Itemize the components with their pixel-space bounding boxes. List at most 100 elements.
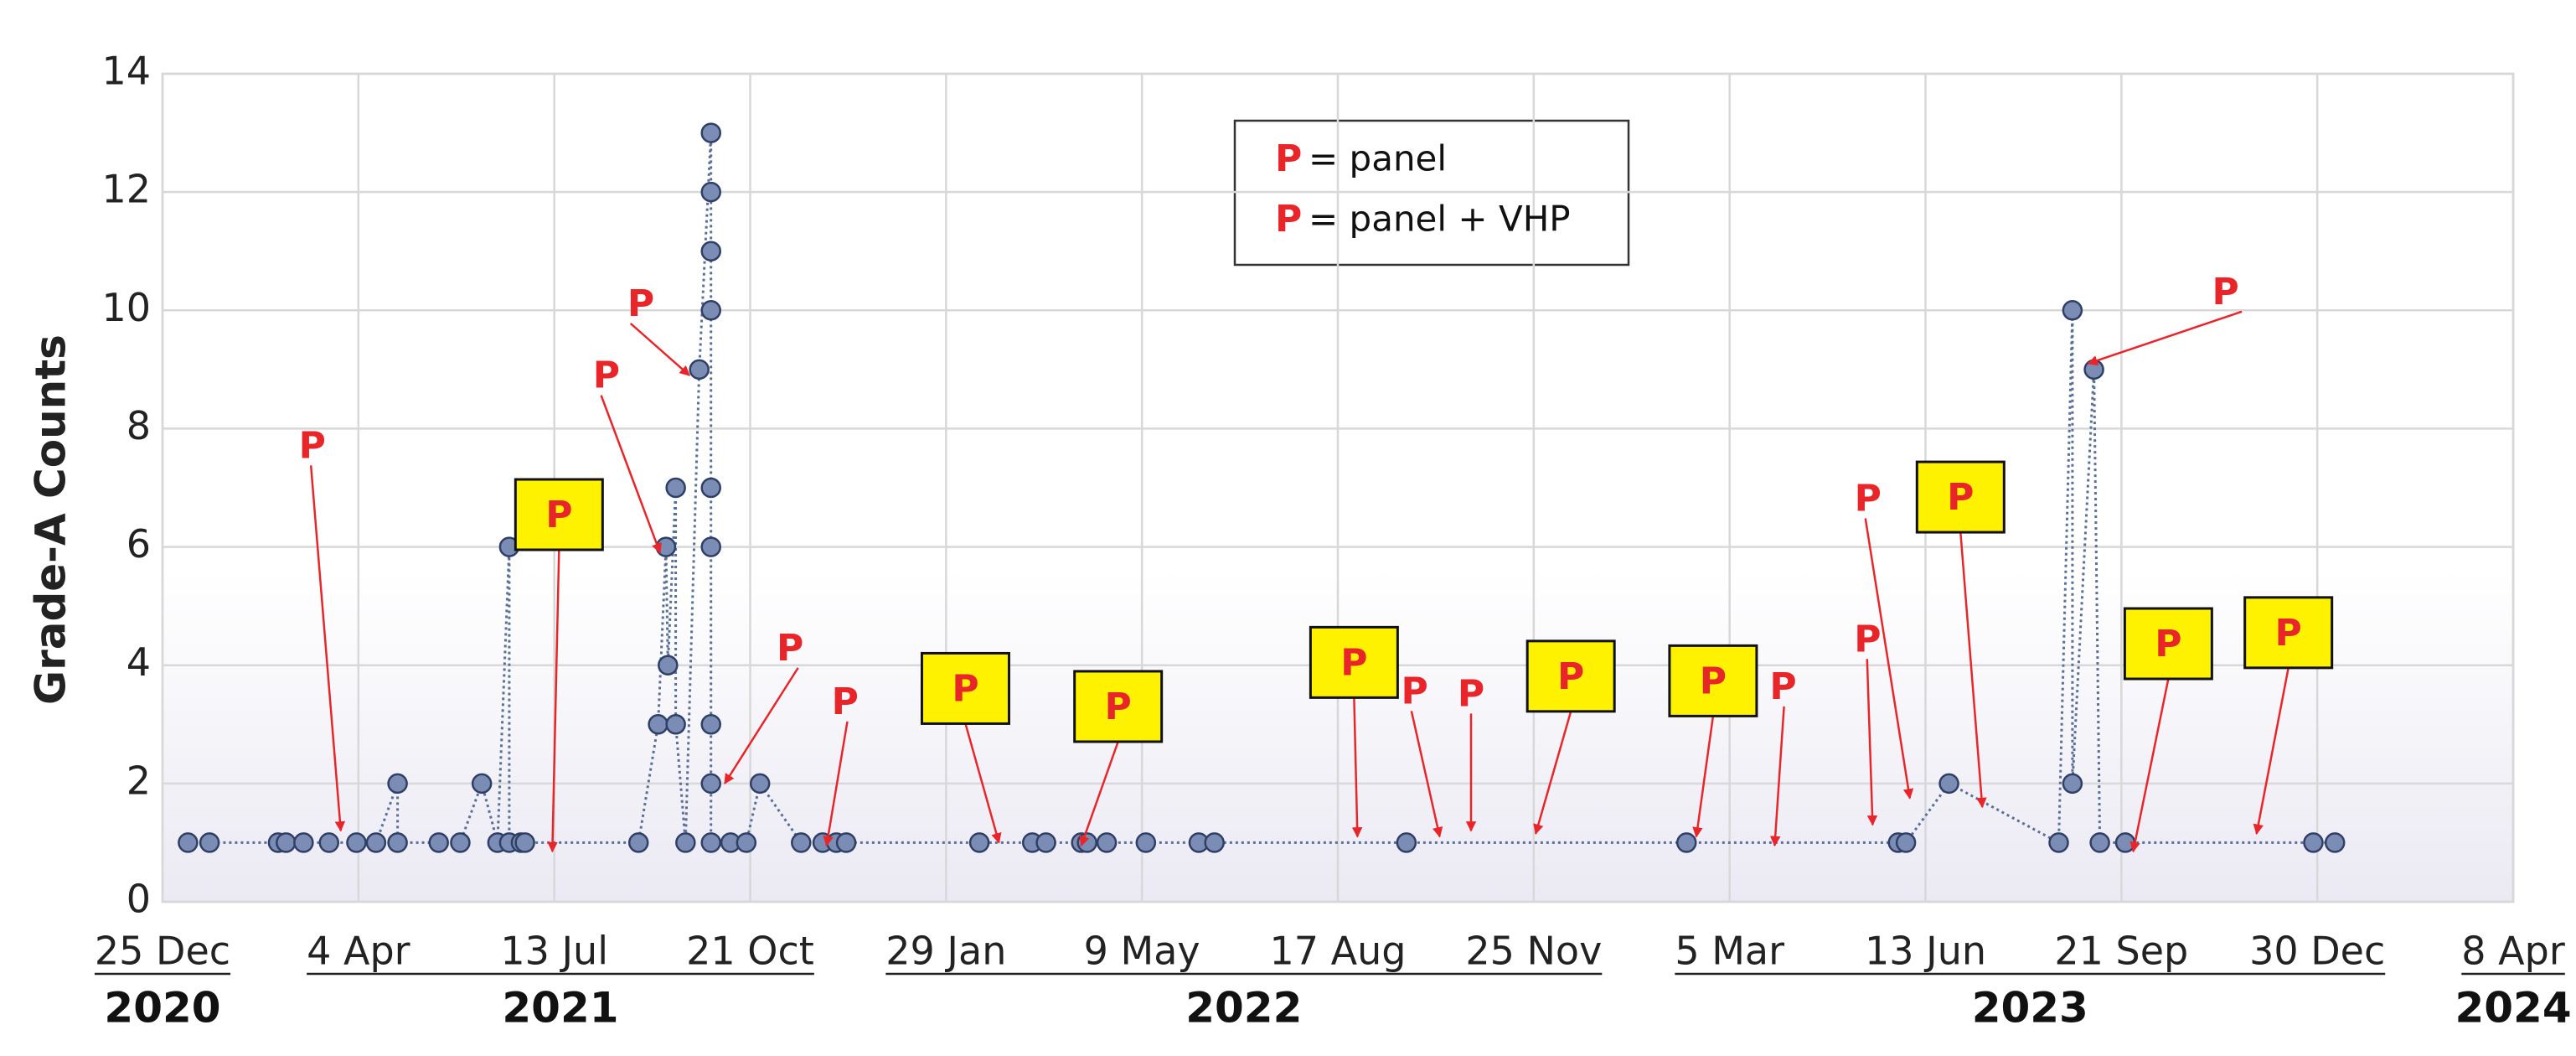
data-point (293, 832, 314, 853)
data-point (1204, 832, 1225, 853)
annotation-label: P (593, 355, 620, 397)
annotation-label: P (1105, 686, 1132, 728)
x-tick-label: 29 Jan (885, 929, 1006, 974)
x-tick-label: 21 Sep (2054, 929, 2188, 974)
annotation-box (920, 651, 1010, 725)
annotation-label: P (1854, 618, 1881, 660)
annotation-label: P (627, 282, 654, 325)
annotation-label: P (1458, 672, 1484, 715)
annotation-arrow (964, 723, 1002, 844)
annotation-label: P (1401, 670, 1427, 712)
year-label: 2022 (1185, 984, 1302, 1033)
data-point (1396, 832, 1417, 853)
annotation-label: P (2155, 623, 2181, 665)
data-point (2062, 300, 2083, 321)
x-tick-label: 8 Apr (2461, 929, 2565, 974)
data-point (655, 536, 677, 557)
data-point (749, 773, 771, 795)
legend-label: = panel (1309, 138, 1447, 179)
annotation-box (1915, 460, 2006, 534)
annotation-arrow (1533, 711, 1572, 836)
x-tick-label: 13 Jul (500, 929, 608, 974)
y-tick-label: 4 (126, 639, 151, 685)
data-point (2048, 832, 2069, 853)
annotation-label: P (2212, 271, 2238, 313)
annotation-label: P (832, 681, 859, 723)
data-point (1895, 832, 1917, 853)
data-point (665, 477, 686, 499)
year-label: 2023 (1972, 984, 2088, 1033)
data-point (178, 832, 199, 853)
data-point (700, 714, 721, 735)
data-point (346, 832, 367, 853)
annotation-arrow (823, 721, 849, 847)
data-point (736, 832, 757, 853)
annotation-arrow (2129, 678, 2170, 853)
data-point (791, 832, 812, 853)
annotation-label: P (1557, 655, 1584, 698)
data-point (2114, 832, 2136, 853)
data-point (471, 773, 493, 795)
x-tick-label: 25 Nov (1465, 929, 1602, 974)
data-point (199, 832, 220, 853)
annotation-arrow (1959, 531, 1987, 809)
legend-label: = panel + VHP (1309, 199, 1571, 240)
data-point (1135, 832, 1157, 853)
data-point (2062, 773, 2083, 795)
y-tick-label: 2 (126, 758, 151, 803)
annotation-label: P (952, 667, 978, 710)
legend-marker: P (1275, 137, 1302, 180)
y-tick-label: 14 (101, 49, 151, 94)
annotation-label: P (1947, 476, 1974, 519)
y-axis-label: Grade-A Counts (27, 334, 75, 705)
annotation-label: P (777, 627, 803, 670)
data-point (700, 300, 721, 321)
data-point (700, 773, 721, 795)
data-point (665, 714, 686, 735)
annotation-arrow (1769, 706, 1785, 847)
annotation-arrow (1692, 716, 1715, 838)
data-point (514, 832, 535, 853)
data-point (675, 832, 696, 853)
annotation-arrow (2253, 667, 2289, 836)
year-label: 2024 (2455, 984, 2571, 1033)
data-point (700, 477, 721, 499)
data-line (188, 132, 2336, 845)
annotation-label: P (299, 424, 326, 467)
year-label: 2020 (104, 984, 220, 1033)
data-point (2324, 832, 2346, 853)
data-point (365, 832, 387, 853)
data-point (700, 832, 721, 853)
x-tick-label: 21 Oct (686, 929, 814, 974)
annotation-arrow (1410, 711, 1443, 838)
annotation-box (1668, 644, 1758, 717)
data-point (2089, 832, 2110, 853)
data-point (968, 832, 990, 853)
data-point (1035, 832, 1056, 853)
annotation-box (1525, 639, 1616, 713)
data-point (648, 714, 669, 735)
annotation-label: P (1769, 665, 1796, 708)
annotation-arrow (547, 549, 560, 853)
data-point (835, 832, 857, 853)
annotation-label: P (1855, 478, 1882, 520)
data-point (700, 122, 721, 143)
y-tick-label: 0 (126, 877, 151, 922)
annotation-box (1309, 625, 1399, 699)
x-tick-label: 4 Apr (307, 929, 410, 974)
annotation-arrow (1079, 741, 1119, 847)
data-point (318, 832, 340, 853)
data-point (428, 832, 449, 853)
data-point (2083, 359, 2104, 380)
annotation-label: P (2275, 612, 2302, 655)
data-point (700, 536, 721, 557)
data-point (700, 181, 721, 203)
annotation-box (2243, 596, 2334, 670)
year-label: 2021 (502, 984, 618, 1033)
x-tick-label: 5 Mar (1675, 929, 1784, 974)
x-tick-label: 30 Dec (2249, 929, 2385, 974)
legend-marker: P (1275, 198, 1302, 241)
data-point (700, 241, 721, 261)
data-point (1096, 832, 1118, 853)
data-point (1076, 832, 1097, 853)
